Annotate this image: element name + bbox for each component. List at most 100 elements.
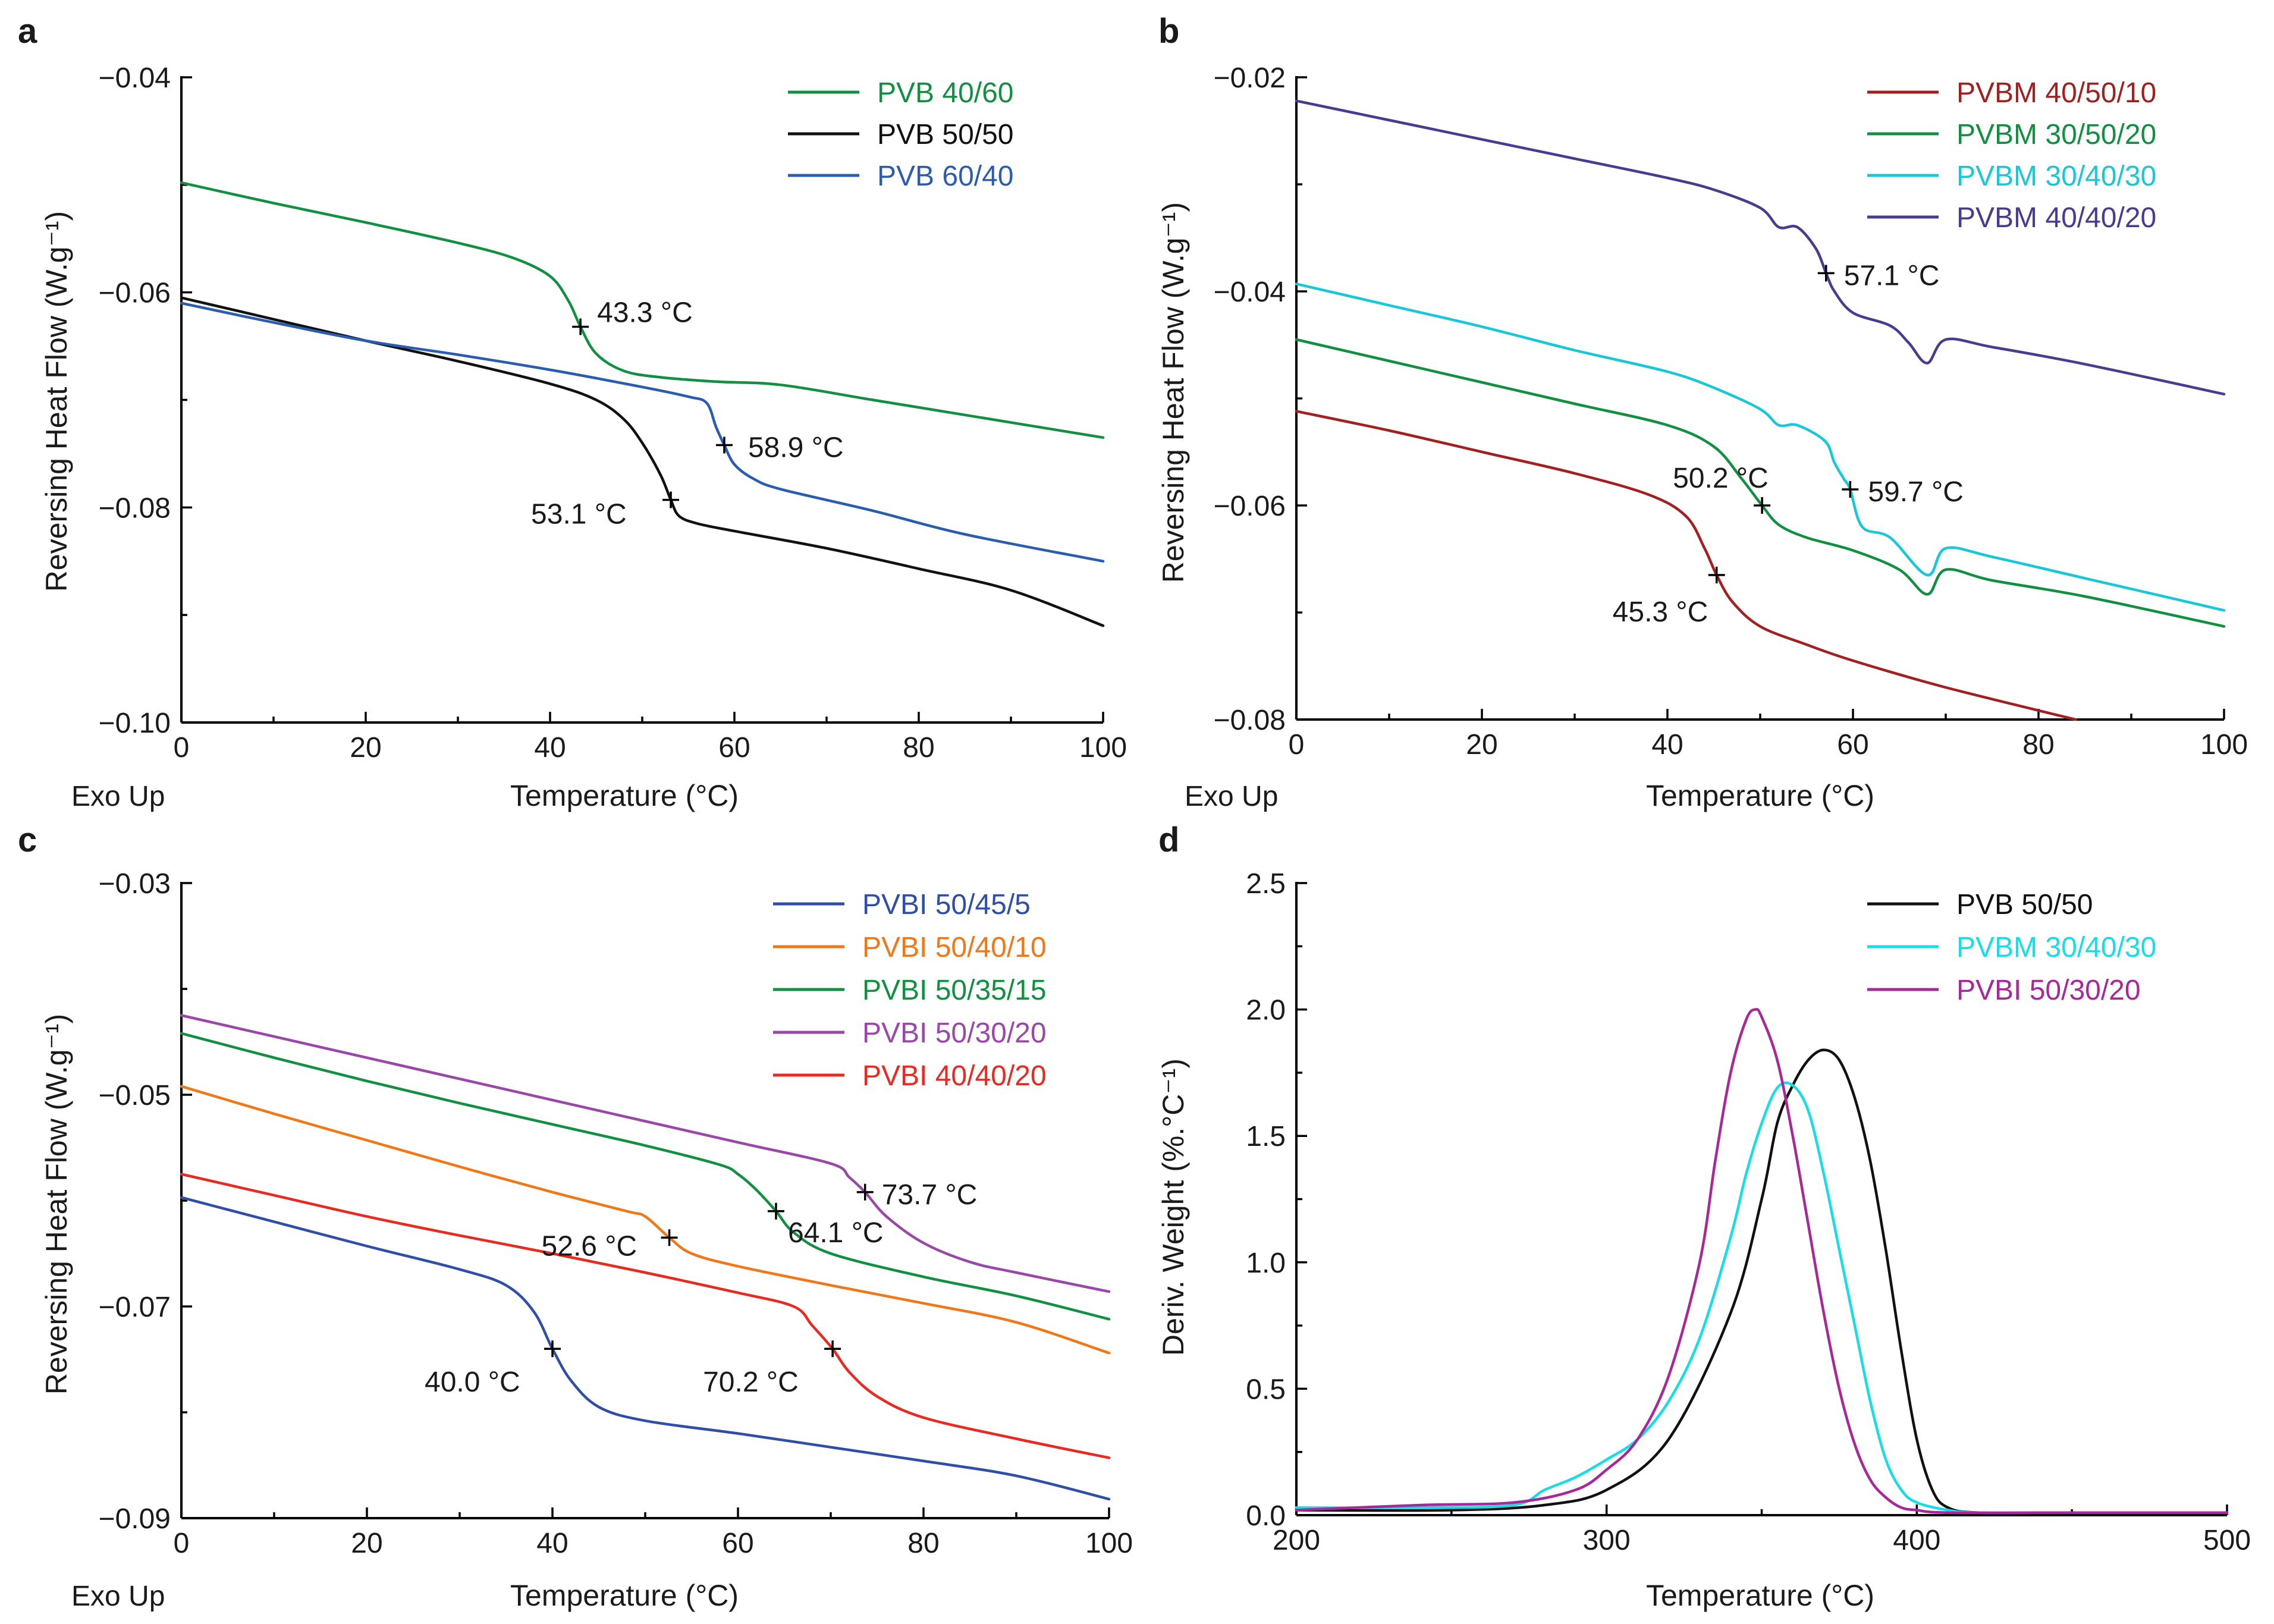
- panel-d-y-title: Deriv. Weight (%.°C⁻¹): [1157, 1058, 1190, 1356]
- series-line-pvbi-50-30-20: [1295, 1008, 2229, 1515]
- x-tick-label: 500: [2203, 1525, 2251, 1556]
- x-tick-label: 200: [1273, 1525, 1320, 1556]
- y-tick-label: −0.09: [99, 1503, 171, 1535]
- panel-a-y-title: Reversing Heat Flow (W.g⁻¹): [40, 211, 73, 592]
- panel-b-axes: 0 20 40 60 80 100 −0.08 −0.06 −0.04 −0.02: [1214, 62, 2248, 761]
- panel-d-series: [1295, 1008, 2229, 1515]
- exo-up-label-b: Exo Up: [1185, 781, 1278, 812]
- series-line-pvbi-50-35-15: [180, 1032, 1111, 1321]
- x-tick-label: 100: [1079, 732, 1127, 764]
- series-line-pvbi-40-40-20: [180, 1173, 1111, 1459]
- legend-label: PVBM 30/40/30: [1956, 932, 2156, 963]
- x-tick-label: 40: [1651, 729, 1683, 761]
- x-tick-label: 100: [2200, 729, 2248, 761]
- panel-letter-a: a: [18, 12, 37, 51]
- panel-b-x-title: Temperature (°C): [1646, 779, 1874, 812]
- panel-b-annotations: 57.1 °C 50.2 °C 59.7 °C 45.3 °C: [1613, 260, 1964, 628]
- x-tick-label: 20: [1466, 729, 1497, 761]
- tg-annotation: 50.2 °C: [1673, 463, 1769, 494]
- series-line-pvbi-50-45-5: [180, 1196, 1111, 1501]
- x-tick-label: 60: [718, 732, 750, 764]
- panel-c-axes: 0 20 40 60 80 100 −0.09 −0.07 −0.05 −0.03: [99, 868, 1133, 1559]
- x-tick-label: 0: [1289, 729, 1305, 761]
- y-tick-label: −0.06: [1214, 491, 1286, 522]
- legend-label: PVBI 50/30/20: [1956, 975, 2141, 1006]
- y-tick-label: 0.5: [1246, 1374, 1286, 1405]
- panel-c-annotations: 73.7 °C 52.6 °C 64.1 °C 40.0 °C 70.2 °C: [425, 1179, 977, 1398]
- x-tick-label: 20: [351, 1528, 382, 1559]
- y-tick-label: −0.03: [99, 868, 171, 900]
- tg-annotation: 59.7 °C: [1868, 476, 1964, 508]
- tg-annotation: 52.6 °C: [542, 1230, 637, 1262]
- y-tick-label: 0.0: [1246, 1500, 1286, 1532]
- panel-a-series: [180, 181, 1105, 627]
- y-tick-label: −0.05: [99, 1080, 171, 1111]
- legend-label: PVBI 50/30/20: [862, 1017, 1047, 1049]
- legend-label: PVB 40/60: [877, 77, 1014, 109]
- panel-b: b 0 20 40 60 80 100 −0.08 −0.06 −0.04 −0.02 57.1 …: [1157, 12, 2248, 812]
- tg-annotation: 40.0 °C: [425, 1367, 520, 1398]
- x-tick-label: 400: [1893, 1525, 1940, 1556]
- panel-d-legend: PVB 50/50 PVBM 30/40/30 PVBI 50/30/20: [1867, 889, 2156, 1006]
- legend-label: PVB 50/50: [1956, 889, 2093, 921]
- series-line-pvb-60-40: [180, 301, 1105, 563]
- panel-c-series: [180, 1014, 1111, 1501]
- panel-c: c 0 20 40 60 80 100 −0.09 −0.07 −0.05 −0.03 73.7 …: [18, 821, 1133, 1612]
- tg-annotation: 70.2 °C: [703, 1367, 799, 1398]
- tg-annotation: 64.1 °C: [788, 1217, 884, 1249]
- panel-b-y-title: Reversing Heat Flow (W.g⁻¹): [1157, 202, 1190, 583]
- legend-label: PVBM 30/40/30: [1956, 161, 2156, 192]
- y-tick-label: −0.07: [99, 1292, 171, 1323]
- x-tick-label: 20: [350, 732, 381, 764]
- panel-d-axes: 200 300 400 500 0.0 0.5 1.0 1.5 2.0 2.5: [1246, 868, 2251, 1556]
- y-tick-label: −0.04: [99, 62, 171, 94]
- exo-up-label-a: Exo Up: [71, 781, 165, 812]
- tg-annotation: 73.7 °C: [882, 1179, 978, 1211]
- x-tick-label: 100: [1085, 1528, 1133, 1559]
- y-tick-label: 2.5: [1246, 868, 1286, 900]
- x-tick-label: 80: [2022, 729, 2054, 761]
- x-tick-label: 40: [536, 1528, 568, 1559]
- panel-a-legend: PVB 40/60 PVB 50/50 PVB 60/40: [788, 77, 1014, 192]
- tg-annotation: 58.9 °C: [748, 432, 844, 463]
- x-tick-label: 60: [1837, 729, 1868, 761]
- legend-label: PVBM 40/50/10: [1956, 77, 2156, 109]
- series-line-pvbm-40-40-20: [1295, 99, 2226, 396]
- y-tick-label: −0.10: [99, 708, 171, 739]
- tg-annotation: 57.1 °C: [1844, 260, 1940, 291]
- panel-a-annotations: 43.3 °C 58.9 °C 53.1 °C: [531, 297, 844, 530]
- tg-annotation: 53.1 °C: [531, 499, 627, 530]
- legend-label: PVBI 40/40/20: [862, 1060, 1047, 1092]
- y-tick-label: 2.0: [1246, 995, 1286, 1026]
- y-tick-label: −0.02: [1214, 62, 1286, 94]
- panel-b-series: [1295, 99, 2226, 721]
- tg-annotation: 43.3 °C: [597, 297, 693, 329]
- series-line-pvbm-40-50-10: [1295, 410, 2077, 721]
- legend-label: PVBM 30/50/20: [1956, 119, 2156, 150]
- series-line-pvbi-50-30-20: [180, 1014, 1111, 1293]
- y-tick-label: −0.06: [99, 278, 171, 309]
- y-tick-label: 1.0: [1246, 1248, 1286, 1279]
- legend-label: PVBM 40/40/20: [1956, 202, 2156, 234]
- panel-c-legend: PVBI 50/45/5 PVBI 50/40/10 PVBI 50/35/15 PV…: [773, 889, 1047, 1092]
- panel-a-axes: 0 20 40 60 80 100 −0.10 −0.08 −0.06 −0.04: [99, 62, 1127, 764]
- panel-c-x-title: Temperature (°C): [510, 1579, 739, 1612]
- legend-label: PVB 50/50: [877, 119, 1014, 150]
- legend-label: PVB 60/40: [877, 161, 1014, 192]
- y-tick-label: −0.08: [1214, 705, 1286, 736]
- panel-letter-d: d: [1158, 821, 1179, 859]
- x-tick-label: 80: [907, 1528, 939, 1559]
- series-line-pvbm-30-50-20: [1295, 338, 2226, 628]
- x-tick-label: 80: [903, 732, 934, 764]
- x-tick-label: 60: [722, 1528, 753, 1559]
- x-tick-label: 300: [1583, 1525, 1631, 1556]
- panel-a-x-title: Temperature (°C): [510, 779, 739, 812]
- series-line-pvbm-30-40-30: [1295, 1081, 2229, 1515]
- panel-d-x-title: Temperature (°C): [1646, 1579, 1874, 1612]
- legend-label: PVBI 50/35/15: [862, 975, 1047, 1006]
- tg-annotation: 45.3 °C: [1613, 596, 1708, 628]
- y-tick-label: −0.04: [1214, 277, 1286, 308]
- legend-label: PVBI 50/40/10: [862, 932, 1047, 963]
- series-line-pvb-40-60: [180, 181, 1105, 439]
